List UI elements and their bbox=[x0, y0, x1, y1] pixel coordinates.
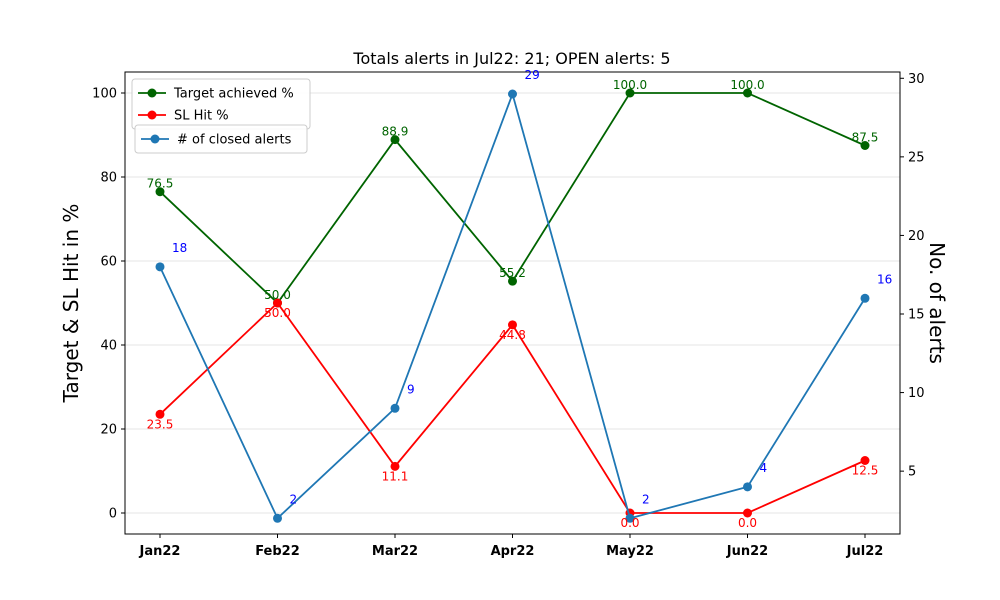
data-label: 29 bbox=[525, 68, 540, 82]
axes: 0 20 40 60 80 100 5 10 15 20 25 30 Jan22 Feb22 Mar22 Ap… bbox=[92, 71, 925, 559]
data-point bbox=[860, 141, 870, 150]
data-point bbox=[860, 293, 870, 303]
data-label: 87.5 bbox=[852, 131, 879, 145]
data-label: 0.0 bbox=[738, 516, 757, 530]
legend-entry: Target achieved % bbox=[173, 87, 294, 102]
data-label: 18 bbox=[172, 241, 187, 255]
y-right-tick-label: 15 bbox=[908, 308, 925, 323]
data-point bbox=[508, 276, 517, 286]
data-labels: 76.5 50.0 88.9 55.2 100.0 100.0 87.5 23.5 50.0 11… bbox=[147, 68, 893, 530]
y-left-tick-label: 40 bbox=[100, 339, 117, 354]
legend-marker bbox=[150, 134, 160, 144]
data-point bbox=[625, 513, 635, 523]
legend-entry: # of closed alerts bbox=[177, 133, 292, 148]
y-left-tick-label: 20 bbox=[100, 423, 117, 438]
data-label: 4 bbox=[760, 461, 768, 475]
data-label: 100.0 bbox=[730, 78, 764, 92]
data-point bbox=[273, 298, 282, 308]
data-point bbox=[743, 508, 752, 518]
data-point bbox=[273, 513, 282, 523]
data-label: 100.0 bbox=[613, 78, 647, 92]
y-left-tick-label: 60 bbox=[100, 255, 117, 270]
x-tick-label: Apr22 bbox=[491, 544, 535, 559]
data-point bbox=[390, 403, 400, 413]
legend-entry: SL Hit % bbox=[174, 109, 229, 124]
data-point bbox=[743, 482, 752, 492]
legend-marker bbox=[147, 110, 157, 120]
data-label: 0.0 bbox=[620, 516, 639, 530]
data-point bbox=[508, 320, 517, 330]
y-axis-left-label: Target & SL Hit in % bbox=[59, 204, 83, 404]
data-label: 23.5 bbox=[147, 417, 174, 431]
y-left-tick-label: 100 bbox=[92, 87, 117, 102]
y-right-tick-label: 20 bbox=[908, 229, 925, 244]
y-right-tick-label: 5 bbox=[908, 465, 916, 480]
data-point bbox=[390, 135, 400, 145]
series-group bbox=[155, 88, 870, 523]
y-left-tick-label: 80 bbox=[100, 171, 117, 186]
legend: Target achieved % SL Hit % # of closed ale… bbox=[131, 78, 311, 154]
data-label: 50.0 bbox=[264, 306, 291, 320]
data-label: 88.9 bbox=[382, 125, 409, 139]
data-point bbox=[743, 88, 752, 98]
data-label: 16 bbox=[877, 272, 892, 286]
x-tick-label: Mar22 bbox=[372, 544, 418, 559]
data-point bbox=[155, 262, 165, 272]
data-label: 50.0 bbox=[264, 288, 291, 302]
x-tick-label: Jul22 bbox=[846, 544, 884, 559]
x-tick-label: Feb22 bbox=[255, 544, 300, 559]
x-tick-label: Jan22 bbox=[139, 544, 181, 559]
chart-title: Totals alerts in Jul22: 21; OPEN alerts:… bbox=[352, 49, 670, 68]
data-label: 2 bbox=[642, 492, 650, 506]
legend-marker bbox=[147, 88, 157, 98]
data-point bbox=[155, 409, 165, 419]
x-tick-label: Jun22 bbox=[726, 544, 768, 559]
y-right-tick-label: 10 bbox=[908, 386, 925, 401]
data-label: 44.8 bbox=[499, 328, 526, 342]
y-right-tick-label: 30 bbox=[908, 72, 925, 87]
y-left-tick-label: 0 bbox=[109, 507, 117, 522]
data-label: 76.5 bbox=[147, 177, 174, 191]
data-label: 9 bbox=[407, 382, 415, 396]
data-label: 55.2 bbox=[499, 266, 526, 280]
data-point bbox=[625, 88, 635, 98]
x-tick-label: May22 bbox=[606, 544, 654, 559]
legend-box bbox=[134, 124, 308, 154]
data-point bbox=[390, 461, 400, 471]
data-point bbox=[155, 187, 165, 197]
y-axis-right-label: No. of alerts bbox=[925, 242, 949, 364]
y-right-tick-label: 25 bbox=[908, 150, 925, 165]
data-point bbox=[508, 89, 517, 99]
data-label: 12.5 bbox=[852, 464, 879, 478]
data-point bbox=[860, 456, 870, 465]
data-label: 11.1 bbox=[382, 469, 409, 483]
data-label: 2 bbox=[290, 492, 298, 506]
